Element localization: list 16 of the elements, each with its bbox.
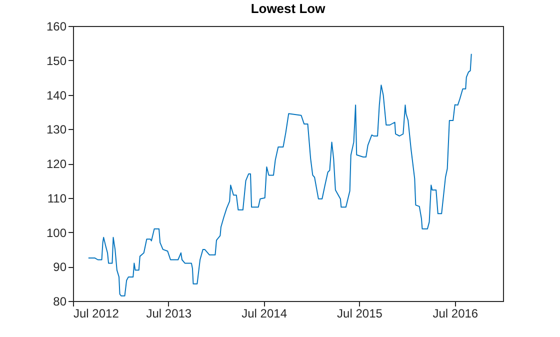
- x-tick-label: Jul 2014: [242, 306, 288, 320]
- y-tick-label: 130: [46, 122, 67, 137]
- x-tick-label: Jul 2013: [146, 306, 192, 320]
- y-tick-label: 160: [46, 20, 67, 34]
- x-tick-label: Jul 2015: [337, 306, 383, 320]
- x-tick-label: Jul 2016: [432, 306, 478, 320]
- y-tick-label: 140: [46, 88, 67, 102]
- line-series: [88, 53, 472, 296]
- y-tick-label: 120: [46, 157, 67, 171]
- y-tick-label: 110: [47, 191, 67, 206]
- x-tick-label: Jul 2012: [74, 306, 120, 320]
- y-tick-label: 80: [53, 294, 67, 308]
- y-tick-label: 100: [46, 226, 67, 240]
- y-tick-label: 90: [53, 260, 67, 274]
- y-tick-label: 150: [46, 54, 67, 68]
- chart-title: Lowest Low: [250, 1, 326, 16]
